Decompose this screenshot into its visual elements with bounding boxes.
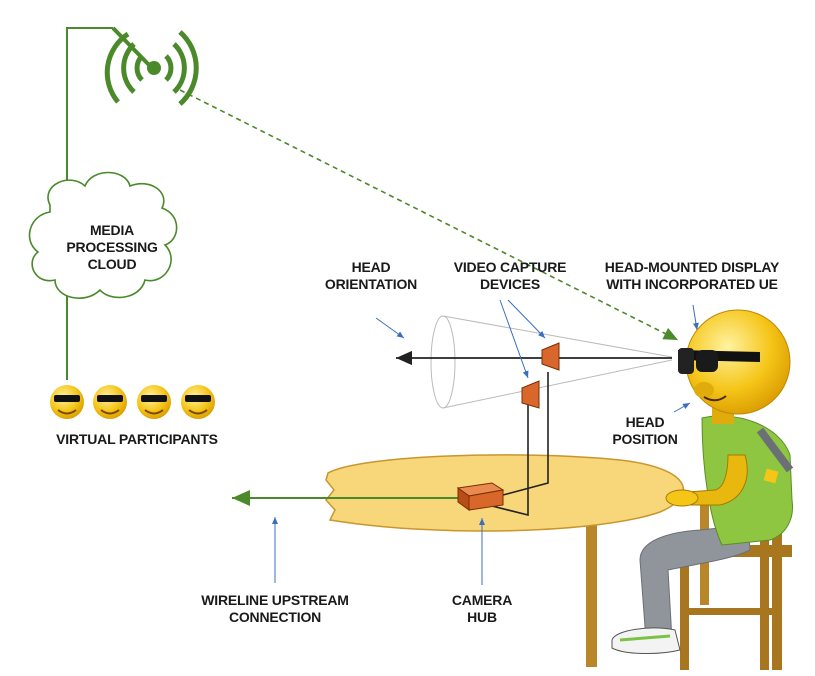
wireline-line-1: WIRELINE UPSTREAM <box>201 592 349 608</box>
wireless-link-line <box>179 89 679 341</box>
head-position-line-1: HEAD <box>625 414 665 430</box>
camera-hub-label: CAMERA HUB <box>440 592 524 626</box>
camera-hub-line-2: HUB <box>467 609 497 625</box>
camera-mounts <box>479 372 549 517</box>
participant-smiley-icons <box>50 385 215 419</box>
participant-smiley-4 <box>181 385 215 419</box>
video-capture-line-1: VIDEO CAPTURE <box>453 259 567 275</box>
head-orientation-line-1: HEAD <box>351 259 391 275</box>
video-capture-label: VIDEO CAPTURE DEVICES <box>440 259 580 293</box>
head-orientation-label: HEAD ORIENTATION <box>318 259 424 293</box>
cloud-label-line-1: MEDIA <box>89 222 135 238</box>
video-capture-device-2 <box>521 380 540 409</box>
virtual-participants-label: VIRTUAL PARTICIPANTS <box>32 431 242 448</box>
wireline-label: WIRELINE UPSTREAM CONNECTION <box>190 592 360 626</box>
wireless-antenna-icon <box>66 26 199 190</box>
participant-smiley-2 <box>93 385 127 419</box>
wireline-line-2: CONNECTION <box>228 609 322 625</box>
video-capture-line-2: DEVICES <box>479 276 541 292</box>
head-position-label: HEAD POSITION <box>612 414 678 448</box>
participant-smiley-1 <box>50 385 84 419</box>
hmd-line-1: HEAD-MOUNTED DISPLAY <box>604 259 780 275</box>
head-position-line-2: POSITION <box>612 431 678 447</box>
camera-hub-line-1: CAMERA <box>451 592 513 608</box>
label-pointers <box>272 299 699 585</box>
participant-smiley-3 <box>137 385 171 419</box>
cloud-label-line-2: PROCESSING <box>66 239 158 255</box>
head-orientation-line-2: ORIENTATION <box>324 276 418 292</box>
cloud-icon <box>28 171 178 299</box>
cloud-label: MEDIA PROCESSING CLOUD <box>62 222 162 273</box>
virtual-participants-text: VIRTUAL PARTICIPANTS <box>56 431 218 447</box>
person-avatar <box>611 309 794 670</box>
view-cone <box>430 315 673 409</box>
hmd-label: HEAD-MOUNTED DISPLAY WITH INCORPORATED U… <box>586 259 798 293</box>
camera-hub-box <box>456 482 505 511</box>
video-capture-device-1 <box>541 342 560 371</box>
hmd-line-2: WITH INCORPORATED UE <box>606 276 778 292</box>
cloud-label-line-3: CLOUD <box>87 256 137 272</box>
